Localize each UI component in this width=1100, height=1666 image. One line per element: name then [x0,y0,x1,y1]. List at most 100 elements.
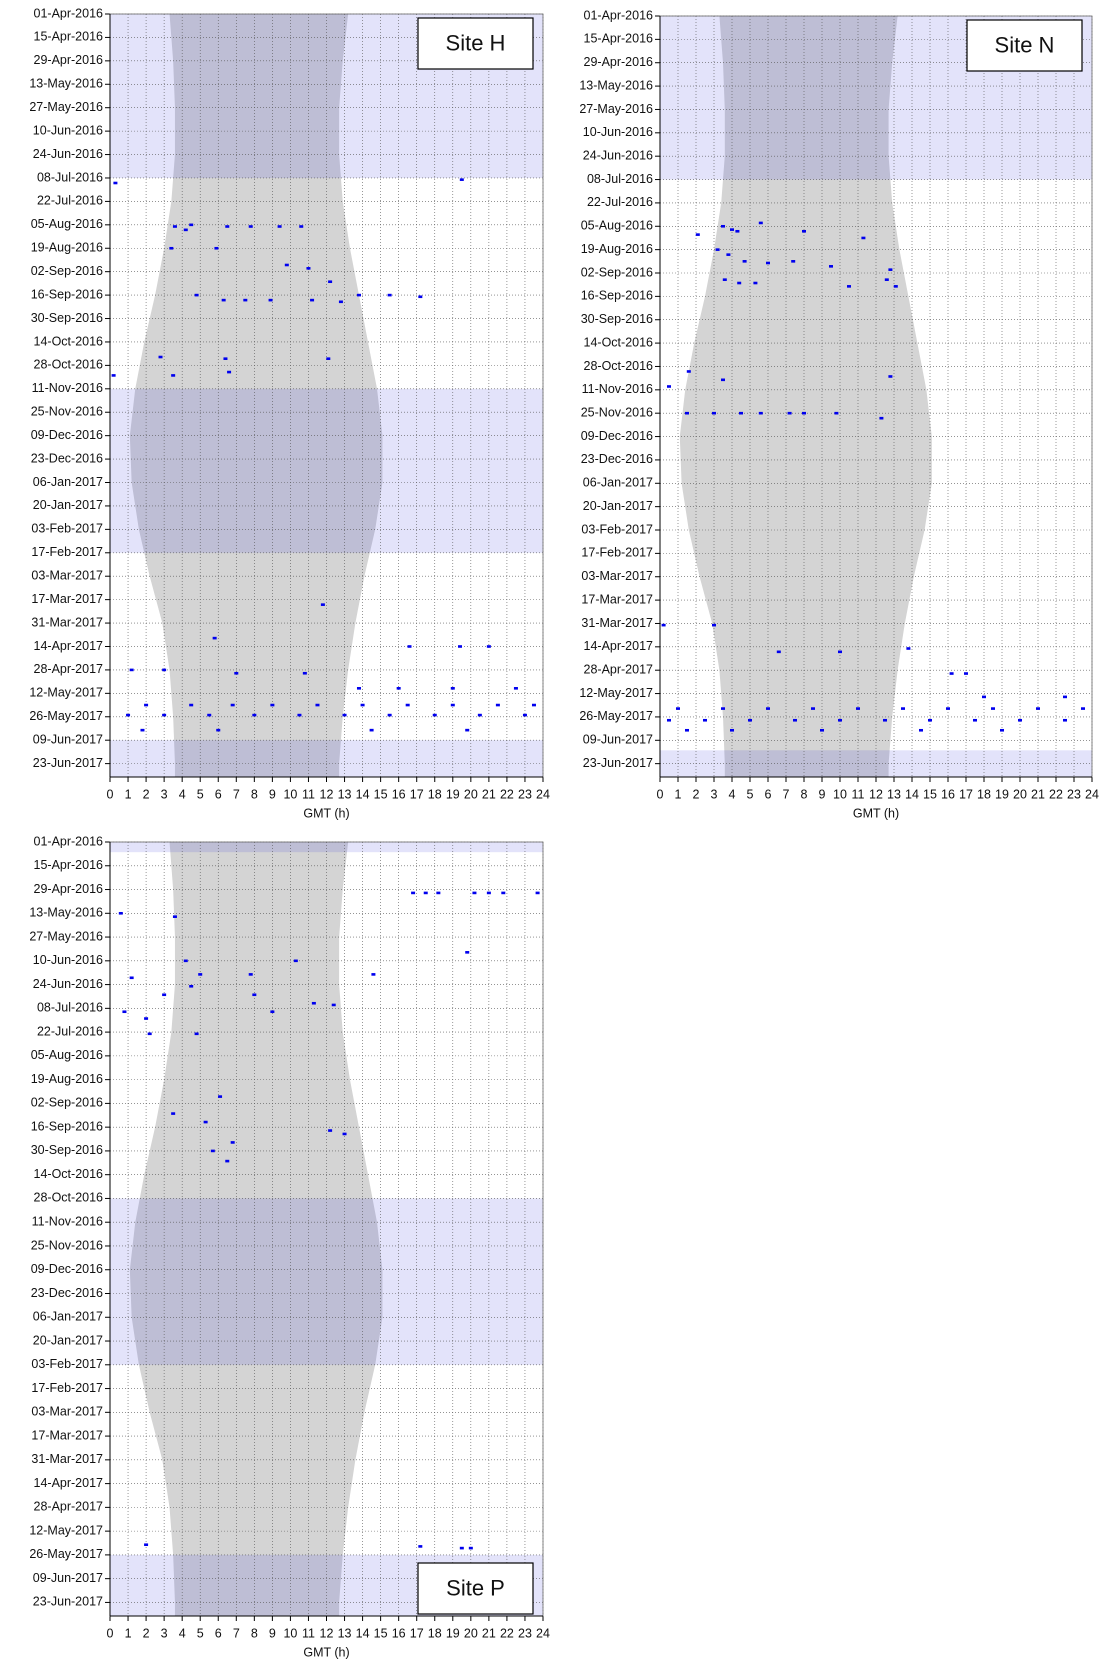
x-tick-label: 24 [1085,787,1099,801]
detection [183,228,188,232]
detection [111,374,116,377]
y-tick-label: 11-Nov-2016 [582,382,653,396]
x-tick-label: 13 [338,787,352,801]
detection [486,891,491,895]
detection [861,236,866,240]
detection [328,280,333,284]
x-tick-label: 14 [356,1626,370,1640]
detection [758,411,763,415]
x-tick-label: 19 [446,1626,460,1640]
detection [221,298,226,302]
x-tick-label: 11 [852,787,865,801]
title-box [417,1562,534,1615]
detection [270,703,275,707]
detection [227,370,232,374]
y-tick-label: 05-Aug-2016 [31,1048,103,1062]
y-tick-label: 12-May-2017 [29,1523,103,1537]
x-tick-label: 17 [959,787,973,801]
detection [225,225,230,228]
x-tick-label: 15 [923,787,937,801]
detection [793,718,797,722]
detection [194,293,199,297]
detection [712,411,716,415]
x-tick-label: 7 [783,787,790,801]
detection [423,891,428,895]
y-tick-label: 14-Oct-2016 [584,335,654,349]
detection [113,181,118,185]
detection [450,703,455,707]
x-tick-label: 8 [251,787,258,801]
x-tick-label: 11 [302,1626,315,1640]
detection [248,973,253,976]
detection [928,718,932,722]
no-data-band [110,842,543,853]
y-tick-label: 30-Sep-2016 [581,312,653,326]
y-tick-label: 20-Jan-2017 [33,1333,103,1347]
y-tick-label: 20-Jan-2017 [33,498,103,512]
x-tick-label: 2 [143,787,150,801]
x-tick-label: 11 [302,787,315,801]
x-tick-label: 3 [711,787,718,801]
detection [411,891,416,895]
y-tick-label: 28-Oct-2016 [584,359,654,373]
y-tick-label: 02-Sep-2016 [31,1096,103,1110]
detection [739,411,743,415]
x-tick-label: 14 [905,787,919,801]
detection [703,718,707,722]
y-tick-label: 17-Mar-2017 [31,1428,103,1442]
detection [949,672,954,675]
detection [685,728,689,732]
x-tick-label: 6 [215,787,222,801]
detection [888,268,893,271]
detection [661,623,666,627]
y-tick-label: 22-Jul-2016 [587,195,653,209]
detection [320,603,325,606]
detection [284,263,289,267]
detection [277,225,282,228]
detection [129,668,134,672]
detection [293,959,298,963]
detection [730,228,734,231]
y-tick-label: 23-Dec-2016 [31,451,103,465]
x-axis-label: GMT (h) [303,806,349,820]
detection [360,703,365,707]
x-tick-label: 18 [977,787,991,801]
detection [172,915,177,918]
y-tick-label: 06-Jan-2017 [33,1310,103,1324]
detection [465,728,470,732]
y-tick-label: 03-Mar-2017 [581,569,653,583]
y-tick-label: 14-Apr-2017 [34,1476,104,1490]
detection [776,650,781,654]
detection [730,728,734,732]
detection [766,707,770,710]
panel-title: Site H [446,30,506,55]
detection [973,718,977,722]
y-tick-label: 16-Sep-2016 [31,287,103,301]
y-tick-label: 28-Apr-2017 [34,662,104,676]
detection [1000,728,1004,732]
x-tick-label: 10 [283,1626,297,1640]
y-tick-label: 23-Jun-2017 [33,1595,103,1609]
y-tick-label: 14-Oct-2016 [34,1167,104,1181]
detection [302,671,307,675]
x-tick-label: 17 [410,1626,424,1640]
x-tick-label: 3 [161,787,168,801]
x-tick-label: 0 [657,787,664,801]
x-tick-label: 20 [1013,787,1027,801]
panel: 01-Apr-2016 15-Apr-2016 29-Apr-2016 13-May-… [29,834,550,1659]
x-tick-label: 14 [356,787,370,801]
y-tick-label: 28-Oct-2016 [34,358,104,372]
detection [802,411,806,415]
detection [811,707,815,710]
detection [369,728,374,732]
y-tick-label: 30-Sep-2016 [31,311,103,325]
detection [140,728,145,732]
detection [753,281,758,285]
detection [685,411,689,415]
detection [306,267,311,270]
detection [129,976,134,980]
y-tick-label: 02-Sep-2016 [581,265,653,279]
y-tick-label: 27-May-2016 [579,102,653,116]
detection [1081,707,1085,710]
